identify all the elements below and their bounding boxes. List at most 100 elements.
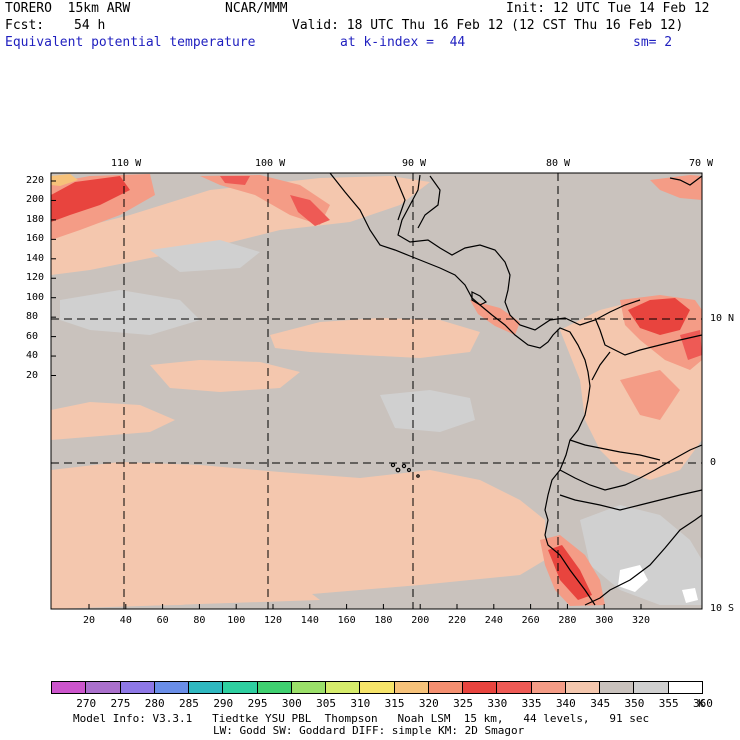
x-tick-label: 300 xyxy=(595,615,614,626)
colorbar-label: 340 xyxy=(555,697,576,710)
colorbar-label: 360 xyxy=(693,697,713,710)
colorbar-label: 345 xyxy=(590,697,611,710)
colorbar-label: 325 xyxy=(453,697,474,710)
peach-band-mid xyxy=(270,318,480,358)
peach-band-south xyxy=(51,462,545,607)
x-tick-label: 260 xyxy=(521,615,540,626)
colorbar-label: 270 xyxy=(76,697,97,710)
colorbar-label: 305 xyxy=(316,697,336,710)
colorbar-swatch xyxy=(256,681,292,694)
colorbar-swatch xyxy=(462,681,498,694)
x-tick-label: 40 xyxy=(119,615,132,626)
y-tick-label: 180 xyxy=(26,213,45,225)
lat-lon-grid xyxy=(51,173,702,609)
yellow-nw xyxy=(51,174,78,186)
hot-mexico-2 xyxy=(220,176,250,185)
colorbar-swatch xyxy=(325,681,361,694)
colorbar-swatch xyxy=(153,681,190,694)
warm-caribbean-ne xyxy=(650,175,702,200)
colorbar-swatch xyxy=(564,681,601,694)
colorbar-swatch xyxy=(85,681,121,694)
colorbar-swatch xyxy=(633,681,669,694)
y-tick-label: 100 xyxy=(26,291,45,303)
smoothing-info: sm= 2 xyxy=(633,35,673,50)
grey-patch-3 xyxy=(580,505,702,605)
peach-band-left xyxy=(51,402,175,440)
grey-patch-2 xyxy=(380,390,475,432)
x-tick-label: 240 xyxy=(484,615,503,626)
x-tick-label: 20 xyxy=(83,615,96,626)
lat-label-0: 0 xyxy=(710,457,717,468)
colorbar-label: 350 xyxy=(624,697,645,710)
colorbar-label: 285 xyxy=(179,697,199,710)
warm-mexico xyxy=(200,175,330,225)
y-tick-label: 80 xyxy=(26,311,39,323)
center-name: NCAR/MMM xyxy=(225,1,288,16)
lat-label-10s: 10 S xyxy=(710,603,735,614)
x-tick-label: 320 xyxy=(632,615,651,626)
fcst-label: Fcst: xyxy=(5,18,45,33)
y-tick-label: 40 xyxy=(26,350,39,362)
colorbar-swatch xyxy=(188,681,224,694)
x-tick-label: 160 xyxy=(337,615,356,626)
colorbar-swatch xyxy=(599,681,635,694)
lon-label-70w: 70 W xyxy=(689,158,714,169)
x-tick-label: 120 xyxy=(264,615,283,626)
model-info-line2: LW: Godd SW: Goddard DIFF: simple KM: 2D… xyxy=(213,724,525,737)
map-frame xyxy=(50,172,703,610)
lon-label-100w: 100 W xyxy=(255,158,286,169)
model-info-line1: Model Info: V3.3.1 Tiedtke YSU PBL Thomp… xyxy=(73,712,650,725)
colorbar-swatch xyxy=(119,681,155,694)
grey-patch-4 xyxy=(150,240,260,272)
colorbar-label: 280 xyxy=(144,697,165,710)
lat-label-10n: 10 N xyxy=(710,313,735,324)
y-tick-label: 220 xyxy=(26,175,45,186)
peach-band-mid2 xyxy=(150,360,300,392)
warm-ecuador-coast xyxy=(620,370,680,420)
colorbar-label: 275 xyxy=(110,697,131,710)
level-info: at k-index = 44 xyxy=(340,35,466,50)
lon-label-110w: 110 W xyxy=(111,158,142,169)
x-tick-label: 140 xyxy=(300,615,319,626)
colorbar-swatch xyxy=(427,681,464,694)
colorbar-label: 330 xyxy=(487,697,508,710)
x-tick-label: 220 xyxy=(448,615,467,626)
field-name: Equivalent potential temperature xyxy=(5,35,256,50)
peach-band-north xyxy=(51,176,430,275)
y-tick-label: 60 xyxy=(26,330,39,342)
colorbar-label: 300 xyxy=(281,697,302,710)
y-tick-label: 120 xyxy=(26,272,45,284)
colorbar-label: 355 xyxy=(658,697,679,710)
colorbar-swatch xyxy=(530,681,566,694)
colorbar-unit: K xyxy=(698,697,705,710)
valid-time: Valid: 18 UTC Thu 16 Feb 12 (12 CST Thu … xyxy=(292,18,684,33)
colorbar-label: 320 xyxy=(418,697,439,710)
x-tick-label: 100 xyxy=(227,615,246,626)
colorbar-swatch xyxy=(496,681,532,694)
colorbar-label: 335 xyxy=(521,697,542,710)
colorbar-label: 315 xyxy=(384,697,405,710)
x-tick-label: 60 xyxy=(156,615,169,626)
peach-band-southwest xyxy=(51,555,320,609)
colorbar-label: 295 xyxy=(247,697,268,710)
coastlines xyxy=(329,172,703,606)
lon-label-80w: 80 W xyxy=(546,158,571,169)
y-tick-label: 200 xyxy=(26,194,45,206)
colorbar-swatch xyxy=(359,681,395,694)
hot-mexico xyxy=(290,195,330,226)
init-time: Init: 12 UTC Tue 14 Feb 12 xyxy=(506,1,710,16)
y-tick-label: 140 xyxy=(26,252,45,264)
colorbar-swatch xyxy=(393,681,429,694)
fcst-hours: 54 h xyxy=(74,18,106,33)
hot-colombia-2 xyxy=(680,330,702,360)
hot-nw xyxy=(51,176,130,222)
hot-peru xyxy=(548,545,592,600)
colorbar-swatch xyxy=(290,681,327,694)
colorbar-swatch xyxy=(222,681,258,694)
lon-label-90w: 90 W xyxy=(402,158,427,169)
x-tick-label: 180 xyxy=(374,615,393,626)
model-title: TORERO 15km ARW xyxy=(5,1,131,16)
colorbar-swatch xyxy=(667,681,703,694)
y-tick-label: 20 xyxy=(26,369,39,381)
